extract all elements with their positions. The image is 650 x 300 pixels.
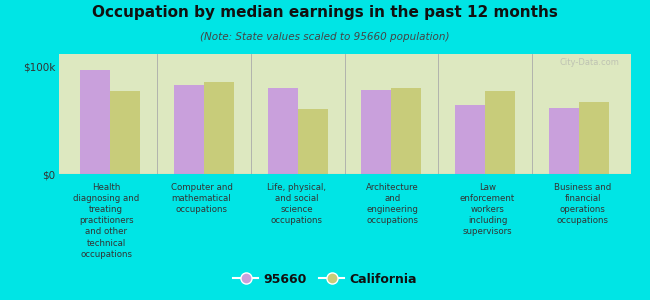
Text: (Note: State values scaled to 95660 population): (Note: State values scaled to 95660 popu… [200, 32, 450, 41]
Bar [485, 92, 515, 174]
Text: Architecture
and
engineering
occupations: Architecture and engineering occupations [366, 183, 419, 225]
Text: Law
enforcement
workers
including
supervisors: Law enforcement workers including superv… [460, 183, 515, 236]
Bar [455, 105, 485, 174]
Bar [268, 88, 298, 174]
Legend: 95660, California: 95660, California [228, 268, 422, 291]
Bar [174, 85, 204, 174]
Text: Health
diagnosing and
treating
practitioners
and other
technical
occupations: Health diagnosing and treating practitio… [73, 183, 139, 259]
Text: Occupation by median earnings in the past 12 months: Occupation by median earnings in the pas… [92, 4, 558, 20]
Bar [80, 70, 110, 174]
Bar [298, 109, 328, 174]
Text: City-Data.com: City-Data.com [559, 58, 619, 67]
Bar [361, 90, 391, 174]
Bar [549, 108, 579, 174]
Bar [391, 88, 421, 174]
Text: Computer and
mathematical
occupations: Computer and mathematical occupations [170, 183, 233, 214]
Bar [204, 82, 234, 174]
Text: Business and
financial
operations
occupations: Business and financial operations occupa… [554, 183, 612, 225]
Bar [110, 92, 140, 174]
Text: Life, physical,
and social
science
occupations: Life, physical, and social science occup… [267, 183, 326, 225]
Bar [579, 102, 609, 174]
